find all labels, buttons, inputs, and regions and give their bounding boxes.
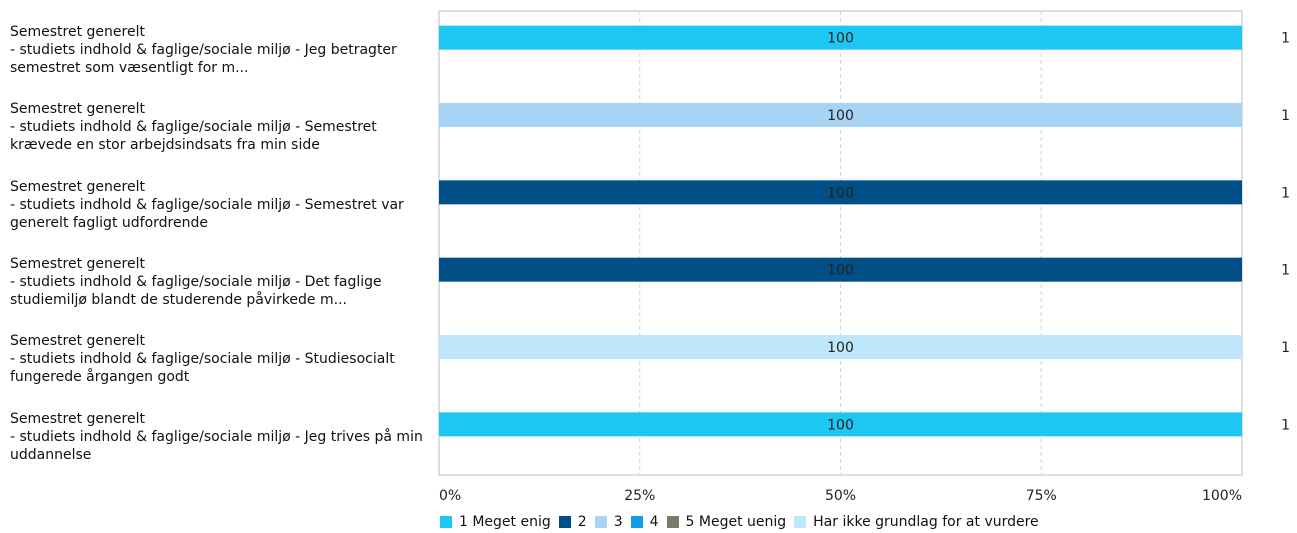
legend-item: 5 Meget uenig [666, 513, 787, 531]
legend-label: 3 [613, 514, 623, 530]
data-label: 100 [827, 263, 854, 279]
legend-item: 2 [558, 513, 587, 531]
count-label: 1 [1281, 263, 1290, 279]
count-label: 1 [1281, 417, 1290, 433]
bar-segment [439, 25, 1242, 50]
x-tick-label: 25% [624, 488, 655, 504]
legend-item: 4 [630, 513, 659, 531]
legend-swatch [594, 516, 607, 528]
category-label: Semestret generelt - studiets indhold & … [10, 24, 397, 76]
data-label: 100 [827, 31, 854, 47]
category-label: Semestret generelt - studiets indhold & … [10, 333, 395, 386]
count-label: 1 [1281, 108, 1290, 124]
legend-label: 2 [577, 514, 587, 530]
legend: 1 Meget enig 2 3 4 5 Meget uenig Har ikke gru… [440, 513, 1047, 531]
x-tick-label: 75% [1026, 488, 1057, 504]
data-label: 100 [827, 108, 854, 124]
legend-swatch [440, 516, 452, 528]
legend-item: 3 [594, 513, 623, 531]
category-label: Semestret generelt - studiets indhold & … [10, 178, 404, 231]
legend-item: 1 Meget enig [440, 513, 551, 531]
legend-item: Har ikke grundlag for at vurdere [794, 513, 1039, 531]
category-label: Semestret generelt - studiets indhold & … [10, 410, 423, 463]
x-tick-label: 50% [825, 488, 856, 504]
data-label: 100 [827, 340, 854, 356]
bar-segment [439, 335, 1242, 359]
count-label: 1 [1281, 31, 1290, 47]
legend-swatch [558, 516, 571, 528]
bar-segment [439, 412, 1242, 437]
legend-swatch [630, 516, 643, 528]
data-label: 100 [827, 185, 854, 201]
category-label: Semestret generelt - studiets indhold & … [10, 256, 382, 308]
legend-label: 5 Meget uenig [685, 514, 787, 530]
legend-swatch [794, 516, 807, 528]
bar-segment [439, 257, 1242, 282]
legend-label: Har ikke grundlag for at vurdere [813, 514, 1039, 530]
bar-segment [439, 180, 1242, 205]
legend-label: 1 Meget enig [459, 514, 551, 530]
count-label: 1 [1281, 340, 1290, 356]
legend-swatch [666, 516, 679, 528]
x-tick-label: 100% [1202, 488, 1242, 504]
x-tick-label: 0% [439, 488, 461, 504]
count-label: 1 [1281, 185, 1290, 201]
category-label: Semestret generelt - studiets indhold & … [10, 101, 377, 154]
bar-segment [439, 103, 1242, 127]
legend-label: 4 [649, 514, 659, 530]
data-label: 100 [827, 417, 854, 433]
